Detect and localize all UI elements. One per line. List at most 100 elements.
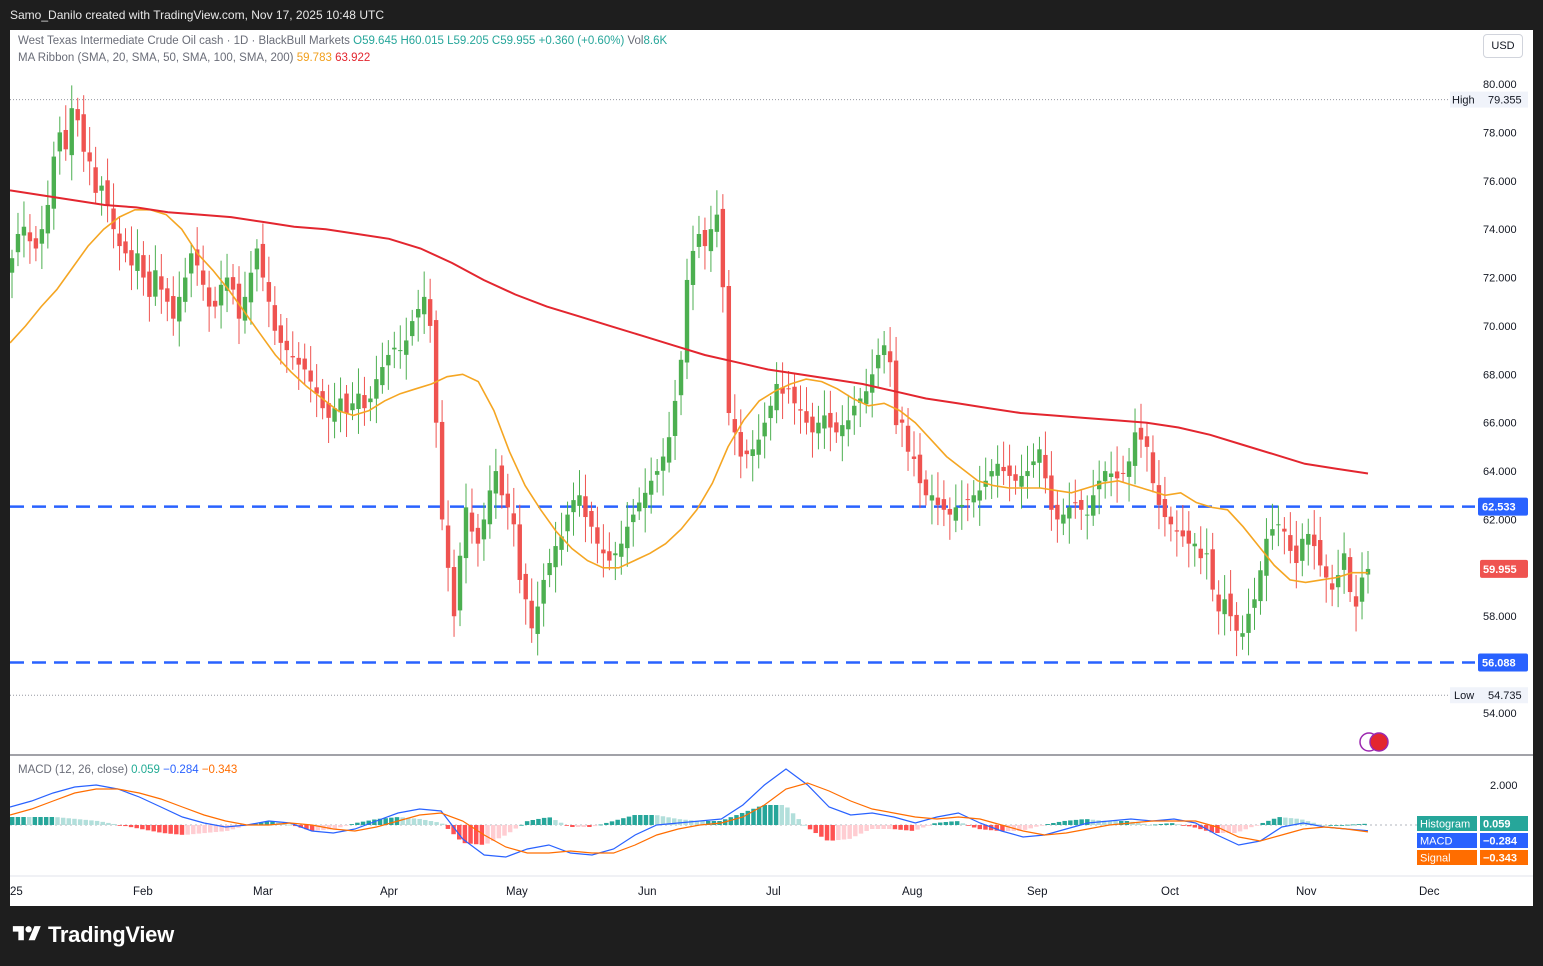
candle-body xyxy=(762,422,767,437)
candle-body xyxy=(15,233,21,253)
candle-body xyxy=(200,270,206,285)
level-label: 62.533 xyxy=(1482,502,1516,514)
macd-histogram-bar xyxy=(72,818,77,825)
candle-body xyxy=(792,386,797,404)
macd-histogram-bar xyxy=(756,806,762,825)
macd-histogram-bar xyxy=(570,825,575,827)
candle-body xyxy=(380,367,385,386)
ma-legend: MA Ribbon (SMA, 20, SMA, 50, SMA, 100, S… xyxy=(18,52,370,64)
macd-histogram-bar xyxy=(728,817,734,825)
macd-histogram-bar xyxy=(258,822,264,825)
candle-body xyxy=(547,563,552,576)
macd-histogram-bar xyxy=(1175,824,1181,826)
macd-histogram-bar xyxy=(1164,823,1169,825)
macd-histogram-bar xyxy=(1192,825,1198,828)
macd-histogram-bar xyxy=(751,808,756,825)
candle-body xyxy=(51,156,57,209)
ohlc-close: C59.955 xyxy=(491,35,536,47)
candle-body xyxy=(768,405,773,419)
candle-body xyxy=(1341,553,1347,570)
ma-ribbon-label[interactable]: MA Ribbon (SMA, 20, SMA, 50, SMA, 100, S… xyxy=(18,52,294,64)
candle-body xyxy=(87,152,92,162)
macd-histogram-bar xyxy=(225,825,230,831)
candle-body xyxy=(929,495,935,501)
candle-body xyxy=(977,490,982,501)
price-chart-svg[interactable]: 80.000 78.000 76.000 74.000 72.000 70.000 68.0… xyxy=(10,30,1533,906)
macd-histogram-bar xyxy=(383,818,388,825)
symbol-legend: West Texas Intermediate Crude Oil cash ·… xyxy=(18,35,667,47)
candle-body xyxy=(858,398,863,403)
candle-body xyxy=(266,282,272,302)
macd-histogram-bar xyxy=(937,822,943,825)
volume-value: 8.6K xyxy=(643,35,668,47)
macd-histogram-bar xyxy=(530,819,536,825)
macd-indicator-label[interactable]: MACD (12, 26, close) xyxy=(18,764,128,776)
candle-body xyxy=(953,507,959,521)
candle-body xyxy=(822,415,827,429)
candle-body xyxy=(947,508,953,515)
macd-histogram-bar xyxy=(598,824,603,826)
chart-frame[interactable]: 80.000 78.000 76.000 74.000 72.000 70.000 68.0… xyxy=(10,30,1533,906)
y-tick-label: 72.000 xyxy=(1483,273,1517,285)
candle-body xyxy=(869,374,875,393)
macd-histogram-bar xyxy=(332,825,337,829)
candle-body xyxy=(696,233,702,247)
macd-histogram-bar xyxy=(208,825,213,833)
candle-body xyxy=(1210,549,1215,590)
macd-histogram-bar xyxy=(977,825,983,830)
macd-histogram-bar xyxy=(1254,825,1260,826)
macd-histogram-bar xyxy=(1147,824,1152,826)
candle-body xyxy=(81,114,86,152)
candle-body xyxy=(1120,472,1126,474)
candle-body xyxy=(272,305,278,331)
x-tick-label: Mar xyxy=(253,886,273,898)
candle-body xyxy=(1318,540,1323,566)
candle-body xyxy=(1300,538,1305,561)
candle-body xyxy=(660,456,666,471)
macd-histogram-bar xyxy=(1141,823,1147,825)
macd-histogram-bar xyxy=(1209,825,1215,833)
macd-histogram-bar xyxy=(106,822,111,825)
candle-body xyxy=(1174,530,1180,532)
candle-body xyxy=(1168,516,1174,525)
y-tick-label: 58.000 xyxy=(1483,611,1517,623)
macd-badge-value-bg xyxy=(1480,833,1528,848)
macd-histogram-bar xyxy=(468,825,473,844)
candle-body xyxy=(1258,570,1263,602)
candle-body xyxy=(517,524,522,580)
candle-body xyxy=(171,296,176,319)
candle-body xyxy=(159,276,164,290)
symbol-title[interactable]: West Texas Intermediate Crude Oil cash ·… xyxy=(18,35,350,47)
candle-body xyxy=(816,422,821,434)
candle-body xyxy=(242,296,248,321)
macd-histogram-bar xyxy=(734,815,739,825)
macd-histogram-bar xyxy=(428,821,434,825)
candle-body xyxy=(284,340,289,351)
candle-body xyxy=(899,419,905,423)
candle-body xyxy=(57,132,62,152)
macd-histogram-bar xyxy=(796,819,801,825)
macd-histogram-bar xyxy=(230,825,236,830)
macd-histogram-bar xyxy=(790,813,796,825)
macd-badge-value-bg xyxy=(1480,816,1528,831)
candle-body xyxy=(732,419,738,433)
candle-body xyxy=(840,425,845,437)
candle-body xyxy=(1353,596,1359,607)
macd-histogram-bar xyxy=(1226,825,1231,833)
macd-histogram-bar xyxy=(875,825,881,829)
candle-body xyxy=(326,403,331,418)
currency-button[interactable]: USD xyxy=(1483,34,1523,58)
candle-body xyxy=(702,230,708,247)
macd-histogram-bar xyxy=(1169,823,1175,825)
macd-histogram-bar xyxy=(1034,825,1039,827)
macd-histogram-bar xyxy=(281,823,287,825)
macd-badge-label: Signal xyxy=(1420,853,1451,865)
candle-body xyxy=(971,495,976,503)
macd-histogram-bar xyxy=(870,825,875,829)
x-tick-label: Sep xyxy=(1027,886,1047,898)
ohlc-high: H60.015 xyxy=(400,35,444,47)
macd-badge-label-bg xyxy=(1417,850,1477,865)
low-value: 54.735 xyxy=(1488,690,1522,702)
y-tick-label: 76.000 xyxy=(1483,176,1517,188)
macd-histogram-bar xyxy=(479,825,485,845)
